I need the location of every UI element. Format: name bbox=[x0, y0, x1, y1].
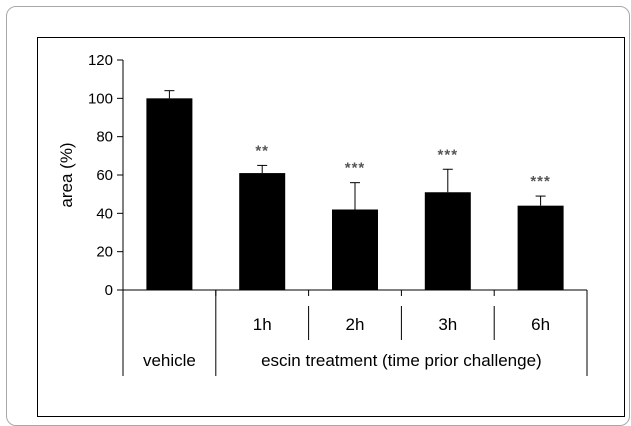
x-category-label: 1h bbox=[253, 315, 272, 334]
group-label: escin treatment (time prior challenge) bbox=[261, 351, 542, 370]
x-category-label: 3h bbox=[438, 315, 457, 334]
significance-marker: ** bbox=[255, 142, 269, 159]
y-tick-label: 100 bbox=[88, 90, 113, 107]
significance-marker: *** bbox=[438, 146, 459, 163]
bar bbox=[517, 205, 564, 290]
significance-marker: *** bbox=[530, 173, 551, 190]
x-category-label: vehicle bbox=[143, 351, 196, 370]
y-tick-label: 20 bbox=[96, 244, 113, 261]
x-category-label: 6h bbox=[531, 315, 550, 334]
x-category-label: 2h bbox=[346, 315, 365, 334]
bar bbox=[332, 209, 378, 290]
significance-marker: *** bbox=[345, 160, 366, 177]
y-tick-label: 40 bbox=[96, 205, 113, 222]
bar bbox=[424, 192, 471, 290]
y-tick-label: 120 bbox=[88, 52, 113, 69]
y-axis-label: area (%) bbox=[57, 142, 76, 207]
y-tick-label: 60 bbox=[96, 167, 113, 184]
y-tick-label: 0 bbox=[105, 282, 113, 299]
y-tick-label: 80 bbox=[96, 129, 113, 146]
bar bbox=[239, 173, 286, 290]
bar bbox=[146, 98, 193, 290]
